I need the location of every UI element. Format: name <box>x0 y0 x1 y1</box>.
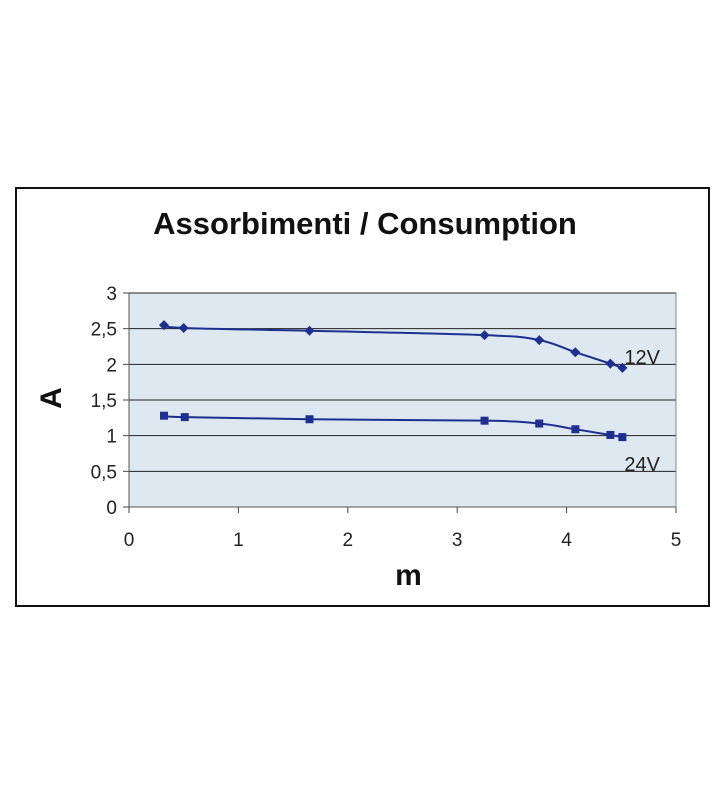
x-tick-label: 2 <box>343 530 354 551</box>
series-label-24V: 24V <box>624 454 660 476</box>
data-point-24V <box>160 411 169 420</box>
data-point-12V <box>617 362 628 373</box>
y-axis-title: A <box>35 387 68 409</box>
series-24V: 24V <box>160 411 661 476</box>
x-tick-label: 3 <box>452 530 463 551</box>
x-tick-label: 1 <box>233 530 244 551</box>
data-point-12V <box>534 335 545 346</box>
y-tick-label: 0 <box>106 498 117 519</box>
series-layer: 12V 24V <box>159 320 661 476</box>
grid-lines <box>129 292 676 472</box>
y-tick-label: 3 <box>106 284 117 305</box>
y-tick-label: 0,5 <box>91 462 117 483</box>
y-tick-label: 1,5 <box>91 391 117 412</box>
data-point-24V <box>305 415 314 424</box>
data-point-12V <box>304 325 315 336</box>
x-tick-label: 5 <box>671 530 682 551</box>
series-label-12V: 12V <box>624 347 660 369</box>
data-point-12V <box>178 322 189 333</box>
axes <box>123 292 677 513</box>
data-point-24V <box>535 419 544 428</box>
data-point-24V <box>480 416 489 425</box>
y-tick-label: 2 <box>106 355 117 376</box>
data-point-24V <box>618 433 627 442</box>
data-point-12V <box>605 358 616 369</box>
data-point-12V <box>159 320 170 331</box>
y-tick-label: 1 <box>106 427 117 448</box>
data-point-24V <box>571 425 580 434</box>
x-tick-label: 0 <box>124 530 135 551</box>
x-tick-label: 4 <box>561 530 572 551</box>
x-axis-title: m <box>395 559 422 592</box>
data-point-12V <box>479 330 490 341</box>
data-point-12V <box>570 347 581 358</box>
chart-frame: Assorbimenti / Consumption 12V 24V 0 0,5 1 1… <box>15 187 710 607</box>
tick-labels: 0 0,5 1 1,5 2 2,5 3 0 1 2 3 4 5 <box>91 284 682 551</box>
chart-title: Assorbimenti / Consumption <box>153 206 577 241</box>
consumption-chart: Assorbimenti / Consumption 12V 24V 0 0,5 1 1… <box>35 206 682 592</box>
data-point-24V <box>180 413 189 422</box>
series-12V: 12V <box>159 320 661 373</box>
y-tick-label: 2,5 <box>91 320 117 341</box>
data-point-24V <box>606 430 615 439</box>
